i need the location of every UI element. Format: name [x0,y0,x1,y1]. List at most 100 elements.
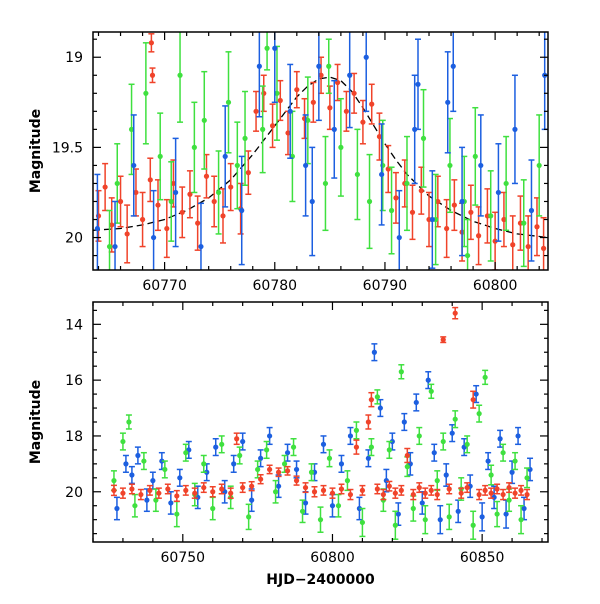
green-data-point [114,180,120,187]
red-data-point [464,484,470,491]
blue-data-point [365,455,371,461]
blue-data-point [240,438,246,445]
green-data-point [201,117,207,123]
red-data-point [156,490,162,496]
red-data-point [428,487,434,493]
red-data-point [195,220,201,226]
red-data-point [540,245,547,251]
blue-data-point [173,189,179,196]
red-data-point [470,397,476,403]
green-data-point [404,180,410,187]
green-data-point [353,427,360,433]
red-data-point [228,490,234,496]
green-data-point [521,220,527,226]
green-data-point [503,180,509,187]
red-data-point [374,486,380,492]
green-data-point [326,63,332,69]
top-series-blue [94,32,548,270]
green-data-point [464,252,471,259]
blue-data-point [249,497,255,503]
red-data-point [446,486,452,492]
blue-data-point [320,441,327,447]
red-data-point [139,216,146,223]
red-data-point [518,487,524,493]
red-data-point [506,484,512,491]
red-data-point [468,209,474,215]
red-data-point [534,224,540,230]
red-data-point [267,466,273,473]
red-data-point [510,242,516,248]
green-data-point [368,444,374,450]
red-data-point [353,444,360,450]
y-tick-label: 14 [65,317,83,333]
green-data-point [111,478,117,484]
green-data-point [305,117,311,123]
red-data-point [219,486,225,492]
red-data-point [444,225,450,232]
blue-data-point [144,497,150,503]
green-data-point [308,469,315,475]
red-data-point [365,419,371,425]
red-data-point [147,177,153,183]
green-data-point [428,388,434,394]
red-data-point [240,484,246,491]
green-data-point [386,447,392,453]
top-panel: 60770 60780 60790 60800 19 19.5 20 Magnitude [28,31,549,294]
y-tick-label: 16 [65,373,83,389]
green-data-point [354,171,361,178]
blue-data-point [491,494,497,500]
green-data-point [260,126,266,132]
red-data-point [192,490,198,496]
red-data-point [253,108,259,114]
blue-data-point [131,162,137,169]
red-data-point [210,489,216,495]
blue-data-point [316,63,322,69]
model-curve [93,76,548,239]
green-data-point [128,126,135,132]
red-data-point [434,491,440,498]
red-data-point [220,213,226,219]
green-data-point [174,511,180,517]
blue-data-point [445,99,451,105]
green-data-point [398,369,404,375]
blue-data-point [495,189,502,196]
red-data-point [347,491,354,498]
red-data-point [360,119,366,125]
blue-data-point [377,405,383,411]
blue-data-point [338,461,345,467]
red-data-point [155,202,161,208]
red-data-point [475,233,482,239]
red-data-point [451,202,457,208]
red-data-point [476,491,482,498]
green-data-point [440,438,446,445]
red-data-point [310,99,316,105]
red-data-point [482,487,488,493]
red-data-point [359,487,366,493]
red-data-point [409,209,416,215]
red-data-point [376,133,383,140]
blue-data-point [150,234,157,241]
green-data-point [274,90,280,96]
blue-data-point [213,444,219,450]
green-data-point [255,466,261,473]
green-data-point [506,497,512,503]
green-data-point [472,153,478,160]
red-data-point [277,97,283,104]
blue-data-point [485,458,491,464]
green-data-point [141,458,147,464]
green-data-point [210,505,216,512]
x-tick-label: 60800 [310,550,355,566]
x-tick-label: 60850 [460,550,505,566]
green-data-point [434,478,440,484]
top-y-axis-label: Magnitude [28,109,44,193]
green-data-point [422,517,428,523]
red-data-point [398,487,404,493]
green-data-point [290,444,297,450]
red-data-point [149,72,156,78]
red-data-point [311,489,318,495]
blue-data-point [275,483,282,489]
green-data-point [536,162,542,169]
green-data-point [120,438,126,445]
red-data-point [111,487,117,493]
blue-data-point [267,433,273,439]
